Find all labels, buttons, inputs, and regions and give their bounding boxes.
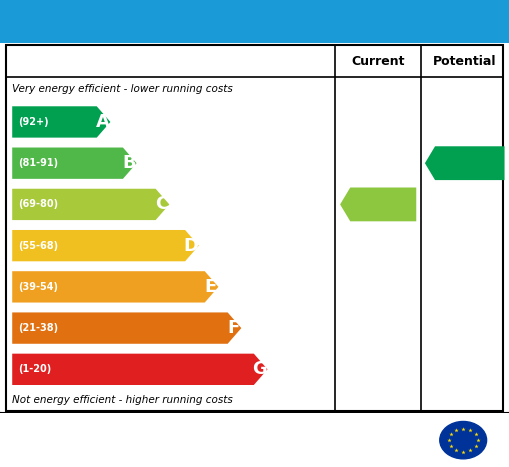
Text: (69-80): (69-80) (18, 199, 59, 209)
Text: Not energy efficient - higher running costs: Not energy efficient - higher running co… (12, 396, 233, 405)
Text: (21-38): (21-38) (18, 323, 59, 333)
Text: Very energy efficient - lower running costs: Very energy efficient - lower running co… (12, 84, 233, 94)
Polygon shape (12, 148, 136, 179)
Text: Current: Current (351, 55, 405, 68)
Polygon shape (12, 312, 241, 344)
Text: 2002/91/EC: 2002/91/EC (295, 445, 360, 454)
Bar (6, 45, 503, 411)
Polygon shape (12, 271, 218, 303)
Text: D: D (184, 237, 199, 255)
Polygon shape (12, 106, 110, 138)
Text: (81-91): (81-91) (18, 158, 59, 168)
Text: England, Scotland & Wales: England, Scotland & Wales (30, 432, 252, 448)
Text: Energy Efficiency Rating: Energy Efficiency Rating (92, 9, 417, 34)
Text: (92+): (92+) (18, 117, 49, 127)
Bar (0, 413, 509, 467)
Text: C: C (155, 195, 168, 213)
Text: (55-68): (55-68) (18, 241, 59, 251)
Polygon shape (12, 230, 199, 262)
Text: B: B (122, 154, 136, 172)
Text: 82: 82 (456, 153, 484, 173)
Text: E: E (205, 278, 217, 296)
Text: F: F (228, 319, 240, 337)
Text: (1-20): (1-20) (18, 364, 51, 375)
Ellipse shape (440, 421, 487, 459)
Polygon shape (12, 189, 169, 220)
Bar (0, 0, 509, 43)
Text: EU Directive: EU Directive (295, 428, 364, 438)
Polygon shape (340, 188, 416, 221)
Text: 74: 74 (369, 194, 398, 214)
Text: A: A (96, 113, 110, 131)
Text: (39-54): (39-54) (18, 282, 59, 292)
Text: Potential: Potential (433, 55, 496, 68)
Polygon shape (12, 354, 268, 385)
Polygon shape (425, 146, 504, 180)
Text: G: G (252, 361, 267, 378)
